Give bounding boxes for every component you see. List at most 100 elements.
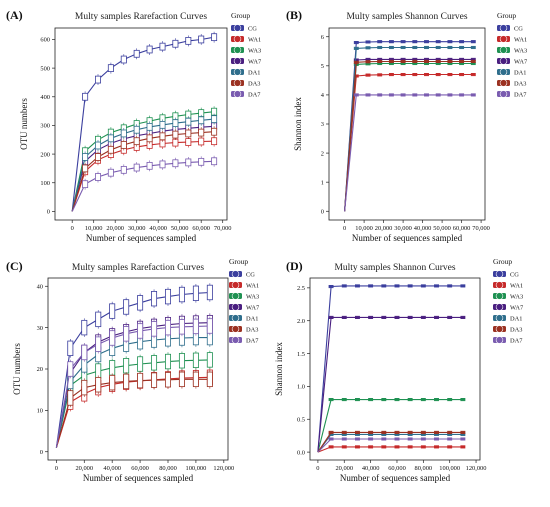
data-point-box <box>95 173 102 181</box>
data-point <box>435 72 441 77</box>
data-point <box>424 72 429 77</box>
data-point <box>377 59 383 64</box>
data-point <box>377 45 383 50</box>
data-point-box <box>133 137 140 146</box>
data-point <box>368 430 374 434</box>
legend-marker <box>499 57 508 65</box>
series-line <box>317 433 463 453</box>
legend-label: WA1 <box>510 282 523 289</box>
x-axis-label: Number of sequences sampled <box>86 233 197 243</box>
data-point-box <box>146 161 153 170</box>
data-point-box <box>123 358 130 374</box>
data-point <box>353 60 359 64</box>
y-tick-label: 400 <box>40 94 50 101</box>
data-point <box>328 284 334 289</box>
data-point <box>381 445 387 449</box>
legend-item-CG: CG <box>229 270 255 278</box>
data-point <box>388 59 394 64</box>
data-point <box>400 59 406 64</box>
series-line <box>344 62 474 212</box>
series-WA7 <box>344 57 476 212</box>
data-point-box <box>164 319 171 336</box>
data-point-box <box>211 115 218 123</box>
data-point <box>407 445 413 449</box>
legend-marker <box>495 270 504 278</box>
x-axis-label: Number of sequences sampled <box>352 233 463 243</box>
y-tick-label: 3 <box>321 121 324 128</box>
data-point <box>354 437 360 441</box>
data-point-box <box>159 132 166 141</box>
x-tick-label: 20,000 <box>106 225 124 232</box>
series-line <box>71 160 215 212</box>
legend-marker <box>499 79 508 87</box>
data-point-box <box>172 159 179 168</box>
legend-marker <box>499 35 508 43</box>
data-point <box>394 430 400 434</box>
data-point-box <box>159 121 166 129</box>
data-point <box>381 315 387 319</box>
legend-marker <box>499 90 508 98</box>
data-point <box>368 445 374 449</box>
legend: Group CG WA1 WA3 WA7 DA1 DA3 DA7 <box>231 11 262 98</box>
legend-marker <box>495 303 504 311</box>
legend-marker <box>233 46 242 54</box>
series-line <box>344 60 474 212</box>
data-point <box>354 398 360 402</box>
x-tick-label: 0 <box>343 225 346 232</box>
data-point-box <box>211 33 218 42</box>
data-point <box>434 398 439 402</box>
data-point <box>353 46 359 50</box>
data-point <box>470 40 476 44</box>
data-point <box>377 73 383 77</box>
series-DA1 <box>317 432 466 453</box>
data-point-box <box>123 373 130 390</box>
data-point-box <box>192 285 199 301</box>
data-point-box <box>206 371 213 388</box>
legend: Group CG WA1 WA3 WA7 DA1 DA3 DA7 <box>497 11 528 98</box>
legend-item-WA7: WA7 <box>493 303 524 311</box>
x-tick-label: 20,000 <box>75 465 93 472</box>
data-point-box <box>178 286 185 303</box>
legend-marker <box>499 68 508 76</box>
data-point-box <box>133 49 140 58</box>
data-point-box <box>95 141 102 150</box>
y-axis-label: Shannon index <box>274 342 284 396</box>
legend-item-CG: CG <box>493 270 519 278</box>
legend-label: CG <box>514 25 523 32</box>
data-point <box>381 430 387 434</box>
data-point <box>365 46 371 50</box>
legend-item-WA1: WA1 <box>497 35 527 43</box>
data-point <box>447 72 453 77</box>
series-DA1 <box>344 45 476 212</box>
data-point <box>412 93 418 97</box>
series-CG <box>344 40 476 212</box>
x-tick-label: 40,000 <box>414 225 432 232</box>
series-line <box>317 438 463 453</box>
data-point <box>388 93 394 97</box>
x-axis-label: Number of sequences sampled <box>340 473 451 483</box>
legend-label: DA7 <box>514 91 527 98</box>
data-point <box>420 437 426 441</box>
x-tick-label: 20,000 <box>335 465 353 472</box>
series-DA1 <box>71 113 218 212</box>
y-tick-label: 0 <box>47 209 50 216</box>
legend-marker <box>233 90 242 98</box>
data-point-box <box>82 92 89 101</box>
data-point <box>341 445 347 449</box>
data-point <box>459 72 465 77</box>
series-line <box>55 378 210 448</box>
data-point <box>460 430 466 434</box>
data-point-box <box>198 116 205 125</box>
series-WA1 <box>55 367 213 448</box>
series-CG <box>317 284 466 453</box>
data-point <box>407 398 413 402</box>
x-tick-label: 30,000 <box>394 225 412 232</box>
x-tick-label: 60,000 <box>131 465 149 472</box>
y-tick-label: 500 <box>40 65 50 72</box>
data-point-box <box>198 128 205 137</box>
data-point <box>365 40 371 44</box>
data-point <box>424 45 429 50</box>
data-point-box <box>164 353 171 370</box>
x-tick-label: 60,000 <box>453 225 471 232</box>
